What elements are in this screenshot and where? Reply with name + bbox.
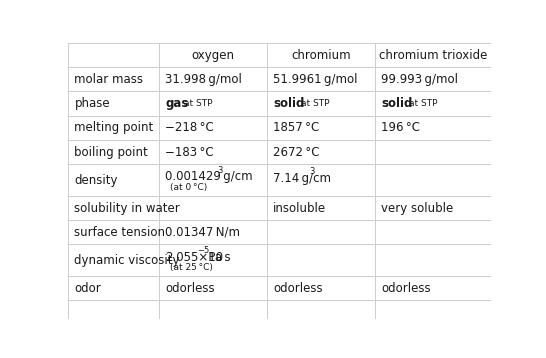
Text: 196 °C: 196 °C xyxy=(381,121,420,134)
Text: chromium: chromium xyxy=(291,49,351,62)
Text: 51.9961 g/mol: 51.9961 g/mol xyxy=(274,73,358,86)
Text: oxygen: oxygen xyxy=(192,49,235,62)
Text: insoluble: insoluble xyxy=(274,202,327,214)
Text: boiling point: boiling point xyxy=(74,146,148,159)
Text: 7.14 g/cm: 7.14 g/cm xyxy=(274,172,331,185)
Text: odorless: odorless xyxy=(274,282,323,295)
Text: odorless: odorless xyxy=(165,282,215,295)
Text: 1857 °C: 1857 °C xyxy=(274,121,319,134)
Text: 3: 3 xyxy=(218,165,223,174)
Text: solid: solid xyxy=(274,97,305,110)
Text: chromium trioxide: chromium trioxide xyxy=(379,49,488,62)
Text: phase: phase xyxy=(74,97,110,110)
Text: (at 25 °C): (at 25 °C) xyxy=(170,263,213,272)
Text: −218 °C: −218 °C xyxy=(165,121,214,134)
Text: odorless: odorless xyxy=(381,282,431,295)
Text: odor: odor xyxy=(74,282,101,295)
Text: very soluble: very soluble xyxy=(381,202,454,214)
Text: solid: solid xyxy=(381,97,413,110)
Text: −5: −5 xyxy=(198,246,210,255)
Text: (at 0 °C): (at 0 °C) xyxy=(170,183,207,192)
Text: 0.001429 g/cm: 0.001429 g/cm xyxy=(165,170,253,183)
Text: density: density xyxy=(74,174,118,187)
Text: gas: gas xyxy=(165,97,189,110)
Text: 2672 °C: 2672 °C xyxy=(274,146,320,159)
Text: solubility in water: solubility in water xyxy=(74,202,180,214)
Text: 31.998 g/mol: 31.998 g/mol xyxy=(165,73,242,86)
Text: Pa s: Pa s xyxy=(206,251,231,263)
Text: at STP: at STP xyxy=(301,99,330,108)
Text: molar mass: molar mass xyxy=(74,73,144,86)
Text: dynamic viscosity: dynamic viscosity xyxy=(74,254,180,267)
Text: 3: 3 xyxy=(310,167,315,176)
Text: −183 °C: −183 °C xyxy=(165,146,214,159)
Text: melting point: melting point xyxy=(74,121,154,134)
Text: 99.993 g/mol: 99.993 g/mol xyxy=(381,73,458,86)
Text: at STP: at STP xyxy=(409,99,437,108)
Text: surface tension: surface tension xyxy=(74,226,165,239)
Text: 2.055×10: 2.055×10 xyxy=(165,251,223,263)
Text: 0.01347 N/m: 0.01347 N/m xyxy=(165,226,240,239)
Text: at STP: at STP xyxy=(184,99,212,108)
